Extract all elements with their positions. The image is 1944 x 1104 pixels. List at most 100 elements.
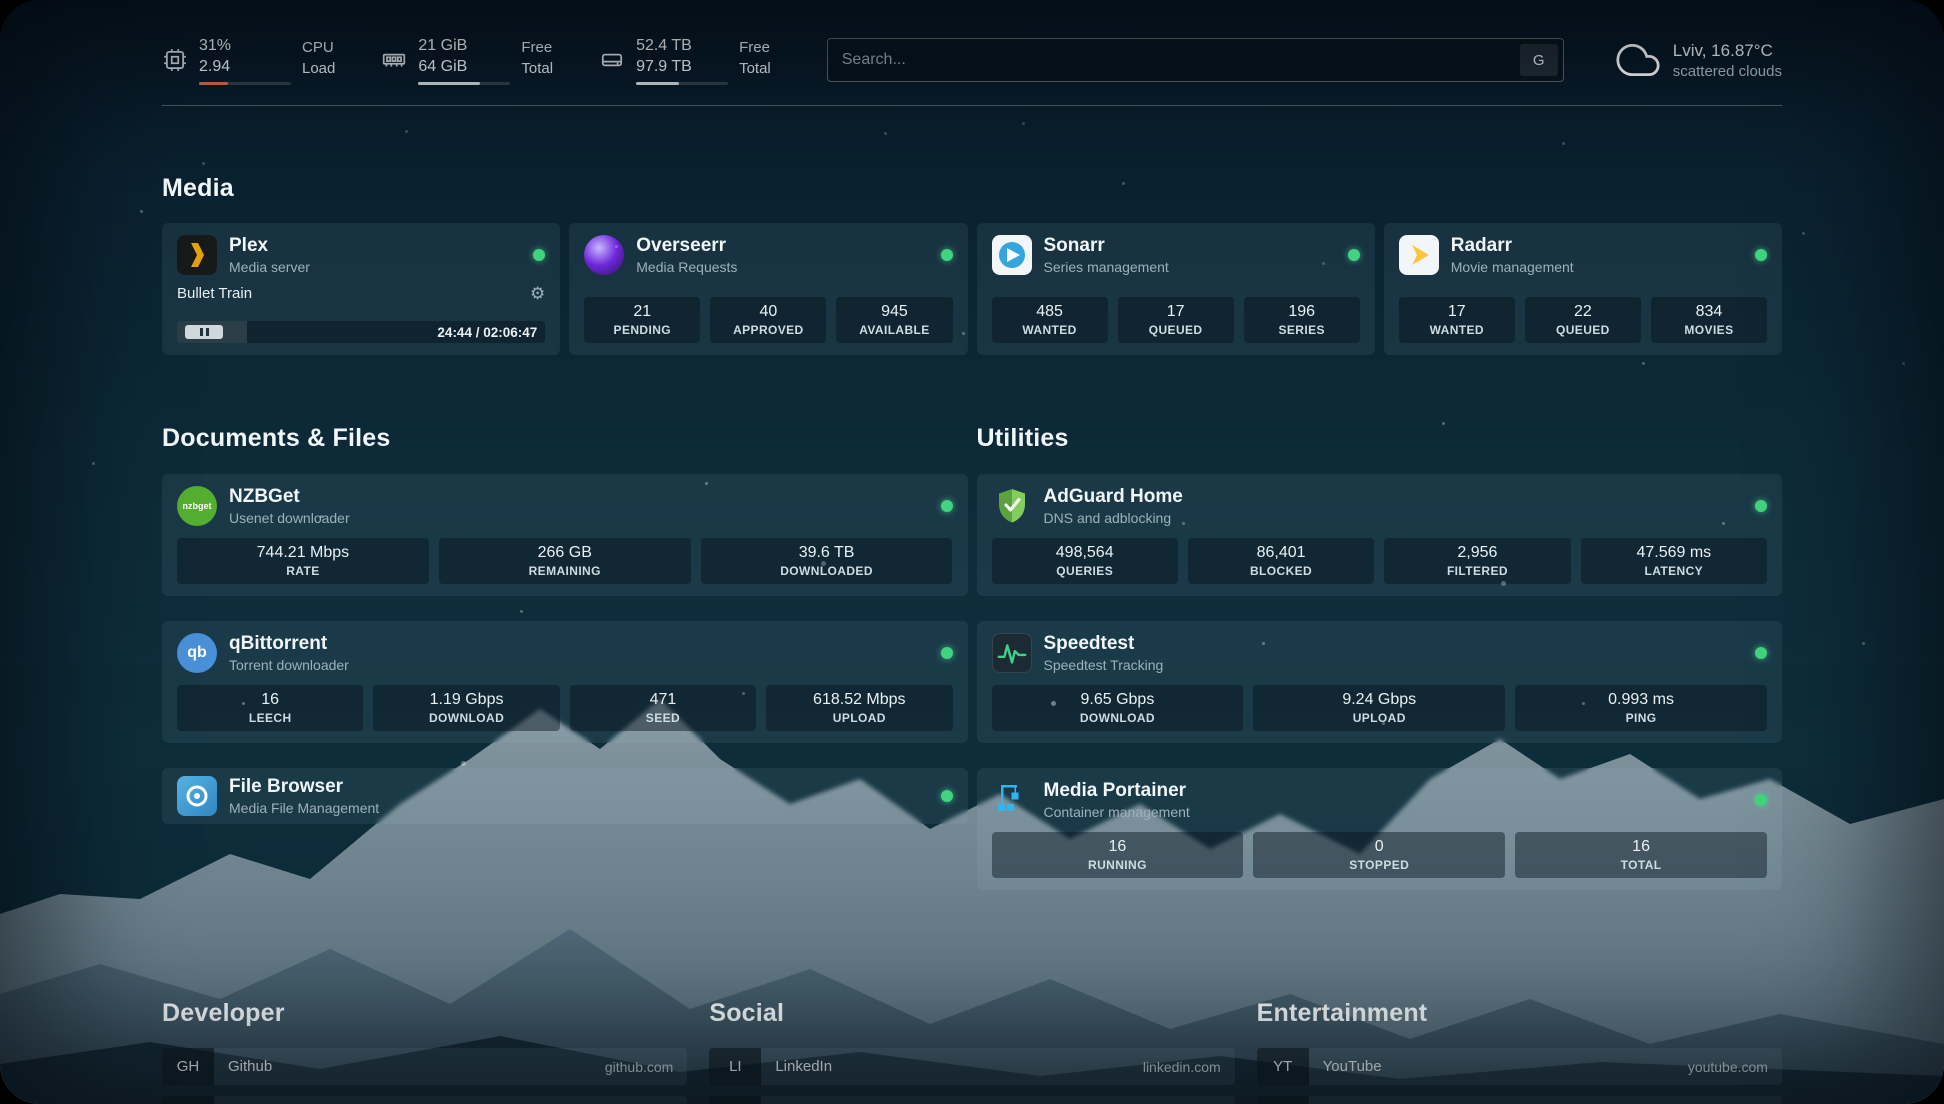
disk-widget: 52.4 TB 97.9 TB Free Total <box>599 36 771 85</box>
bookmark-netflix[interactable]: NF Netflix netflix.com <box>1256 1096 1782 1104</box>
bookmark-url: youtube.com <box>1687 1058 1768 1075</box>
stat-box: 16 TOTAL <box>1515 831 1767 878</box>
bookmark-twitter[interactable]: TW Twitter twitter.com <box>709 1096 1235 1104</box>
nzbget-icon: nzbget <box>177 485 217 526</box>
bookmark-abbr: YT <box>1256 1048 1309 1086</box>
app-name: qBittorrent <box>229 632 328 654</box>
gear-icon[interactable]: ⚙ <box>530 284 546 304</box>
filebrowser-icon <box>177 775 217 816</box>
cpu-usage-value: 31% <box>199 37 232 54</box>
qbittorrent-icon-label: qb <box>187 643 207 661</box>
stat-label: PENDING <box>613 323 672 338</box>
stat-value: 0.993 ms <box>1608 690 1674 708</box>
filebrowser-card[interactable]: File Browser Media File Management <box>162 767 968 824</box>
section-documents: Documents & Files nzbget NZBGet Usenet d… <box>162 403 968 890</box>
stat-box: 196 SERIES <box>1243 297 1360 344</box>
section-media: Media Plex Media server <box>162 174 1782 356</box>
status-dot <box>1755 499 1767 512</box>
memory-free-value: 21 GiB <box>418 37 468 54</box>
stat-value: 744.21 Mbps <box>256 543 350 561</box>
bookmark-name: YouTube <box>1322 1058 1382 1076</box>
bookmark-github[interactable]: GH Github github.com <box>162 1048 688 1086</box>
memory-total-label: Total <box>521 60 554 77</box>
app-name: File Browser <box>229 775 344 797</box>
stat-value: 16 <box>1632 837 1650 855</box>
app-description: Series management <box>1043 259 1169 276</box>
app-description: Torrent downloader <box>229 656 349 673</box>
cpu-icon <box>164 49 186 72</box>
bookmark-url: linkedin.com <box>1142 1058 1221 1075</box>
topbar: 31% 2.94 CPU Load <box>162 36 1782 85</box>
cpu-load-label: Load <box>302 60 336 77</box>
stat-box: 22 QUEUED <box>1524 297 1641 344</box>
stat-label: TOTAL <box>1620 857 1662 872</box>
media-section-title: Media <box>162 173 234 202</box>
search-bar[interactable]: G <box>826 38 1564 83</box>
stat-value: 17 <box>1166 303 1185 321</box>
speedtest-icon <box>991 632 1032 673</box>
search-provider-button[interactable]: G <box>1519 44 1558 77</box>
adguard-card[interactable]: AdGuard Home DNS and adblocking 498,564 … <box>976 473 1782 596</box>
app-name: AdGuard Home <box>1043 485 1183 507</box>
memory-usage-bar <box>418 81 511 85</box>
stat-box: 266 GB REMAINING <box>438 537 691 584</box>
status-dot <box>1755 793 1767 806</box>
stat-box: 16 LEECH <box>177 684 364 731</box>
nzbget-card[interactable]: nzbget NZBGet Usenet downloader 744.21 M… <box>162 473 968 596</box>
app-name: NZBGet <box>229 485 300 507</box>
stat-value: 498,564 <box>1055 543 1114 561</box>
speedtest-card[interactable]: Speedtest Speedtest Tracking 9.65 Gbps D… <box>976 620 1782 743</box>
bookmark-linkedin[interactable]: LI LinkedIn linkedin.com <box>709 1048 1235 1086</box>
qbittorrent-card[interactable]: qb qBittorrent Torrent downloader 16 LEE… <box>162 620 968 743</box>
nzbget-icon-label: nzbget <box>182 500 212 511</box>
plex-icon <box>177 235 217 276</box>
cpu-label: CPU <box>302 39 334 56</box>
stat-label: SERIES <box>1278 323 1325 338</box>
stat-box: 17 QUEUED <box>1117 297 1234 344</box>
status-dot <box>940 789 953 802</box>
now-playing-title: Bullet Train <box>177 285 253 303</box>
radarr-card[interactable]: Radarr Movie management 17 WANTED 22 QUE… <box>1383 223 1782 356</box>
app-name: Media Portainer <box>1043 779 1187 801</box>
stat-label: RUNNING <box>1088 857 1147 872</box>
stat-label: BLOCKED <box>1249 563 1313 578</box>
topbar-divider <box>162 104 1782 106</box>
weather-condition: scattered clouds <box>1672 63 1782 81</box>
bookmark-youtube[interactable]: YT YouTube youtube.com <box>1256 1048 1782 1086</box>
disk-free-value: 52.4 TB <box>636 37 692 54</box>
bookmark-stackoverflow[interactable]: SO StackOverflow stackoverflow.com <box>162 1096 688 1104</box>
app-description: Media Requests <box>636 259 738 276</box>
stat-value: 86,401 <box>1256 543 1306 561</box>
memory-widget: 21 GiB 64 GiB Free Total <box>381 36 553 85</box>
overseerr-card[interactable]: Overseerr Media Requests 21 PENDING 40 A… <box>569 223 968 356</box>
developer-section-title: Developer <box>162 998 285 1027</box>
stat-label: DOWNLOAD <box>428 710 505 725</box>
app-description: Usenet downloader <box>229 509 350 526</box>
app-name: Plex <box>229 235 269 257</box>
stat-value: 22 <box>1573 303 1592 321</box>
stat-label: MOVIES <box>1684 323 1734 338</box>
stat-box: 834 MOVIES <box>1650 297 1767 344</box>
bookmark-abbr: SO <box>162 1096 214 1104</box>
plex-card[interactable]: Plex Media server Bullet Train ⚙ 24:44 /… <box>162 223 561 356</box>
utilities-section-title: Utilities <box>976 424 1069 453</box>
pause-button[interactable] <box>185 325 223 340</box>
portainer-card[interactable]: Media Portainer Container management 16 … <box>976 767 1782 890</box>
stat-value: 9.65 Gbps <box>1080 690 1155 708</box>
app-description: Speedtest Tracking <box>1043 656 1164 673</box>
search-input[interactable] <box>827 51 1520 70</box>
app-name: Overseerr <box>636 235 727 257</box>
radarr-icon <box>1398 235 1439 276</box>
disk-free-label: Free <box>739 39 770 56</box>
stat-label: WANTED <box>1022 323 1077 338</box>
stat-label: LEECH <box>248 710 292 725</box>
stat-value: 16 <box>1108 837 1127 855</box>
stat-value: 618.52 Mbps <box>813 690 906 708</box>
sonarr-card[interactable]: Sonarr Series management 485 WANTED 17 Q… <box>976 223 1375 356</box>
stat-box: 498,564 QUERIES <box>991 537 1178 584</box>
bookmark-abbr: LI <box>709 1048 762 1086</box>
stat-label: QUERIES <box>1056 563 1114 578</box>
plex-progress-bar[interactable]: 24:44 / 02:06:47 <box>177 321 546 344</box>
stat-box: 40 APPROVED <box>710 297 827 344</box>
